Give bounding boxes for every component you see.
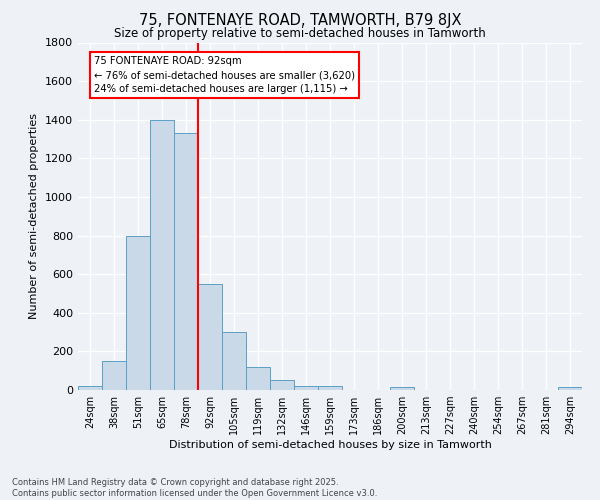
Y-axis label: Number of semi-detached properties: Number of semi-detached properties xyxy=(29,114,40,320)
Bar xyxy=(78,386,102,390)
Bar xyxy=(390,387,414,390)
Bar xyxy=(318,386,342,390)
Bar xyxy=(198,284,222,390)
Bar xyxy=(150,120,174,390)
Text: Size of property relative to semi-detached houses in Tamworth: Size of property relative to semi-detach… xyxy=(114,28,486,40)
Bar xyxy=(294,386,318,390)
Bar xyxy=(270,380,294,390)
Text: 75 FONTENAYE ROAD: 92sqm
← 76% of semi-detached houses are smaller (3,620)
24% o: 75 FONTENAYE ROAD: 92sqm ← 76% of semi-d… xyxy=(94,56,355,94)
Bar xyxy=(222,332,246,390)
Bar xyxy=(174,133,198,390)
X-axis label: Distribution of semi-detached houses by size in Tamworth: Distribution of semi-detached houses by … xyxy=(169,440,491,450)
Bar xyxy=(126,236,150,390)
Bar xyxy=(558,387,582,390)
Text: 75, FONTENAYE ROAD, TAMWORTH, B79 8JX: 75, FONTENAYE ROAD, TAMWORTH, B79 8JX xyxy=(139,12,461,28)
Bar xyxy=(246,367,270,390)
Bar xyxy=(102,361,126,390)
Text: Contains HM Land Registry data © Crown copyright and database right 2025.
Contai: Contains HM Land Registry data © Crown c… xyxy=(12,478,377,498)
